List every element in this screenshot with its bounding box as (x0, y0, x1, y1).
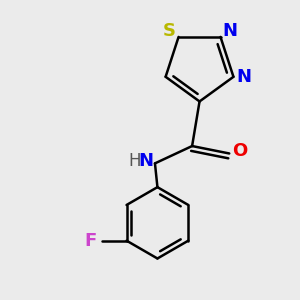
Text: N: N (222, 22, 237, 40)
Text: S: S (163, 22, 176, 40)
Text: N: N (237, 68, 252, 86)
Text: N: N (139, 152, 154, 170)
Text: H: H (128, 152, 140, 170)
Text: F: F (85, 232, 97, 250)
Text: O: O (232, 142, 248, 160)
